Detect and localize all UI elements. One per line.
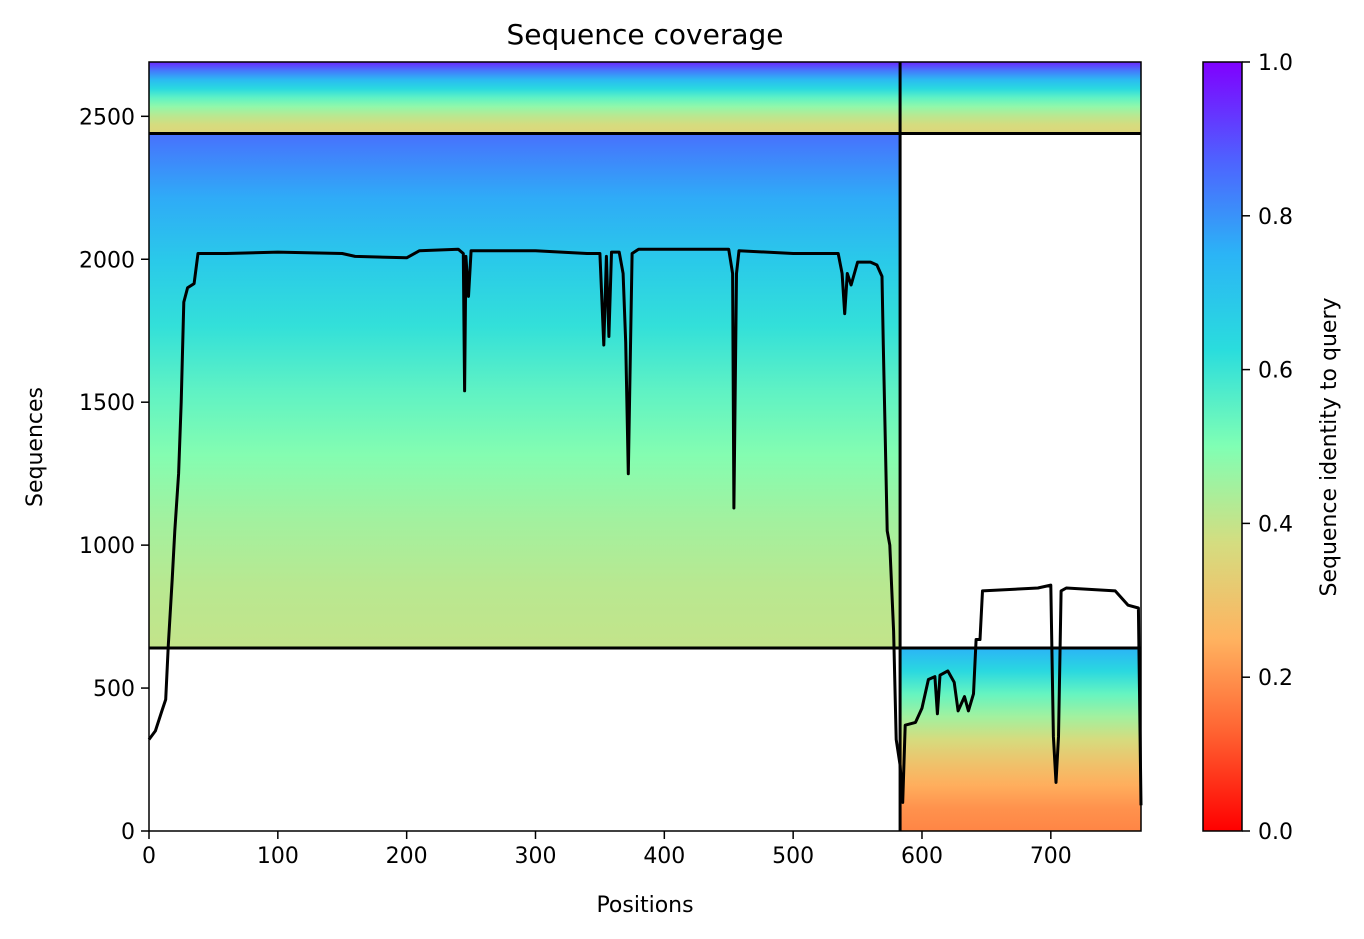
colorbar-tick-label: 0.0 <box>1258 820 1293 845</box>
colorbar-tick-label: 0.4 <box>1258 512 1293 537</box>
coverage-block <box>900 62 1141 134</box>
x-tick-label: 600 <box>901 844 943 869</box>
x-tick-label: 400 <box>643 844 685 869</box>
x-axis-label: Positions <box>596 893 693 918</box>
x-tick-label: 200 <box>386 844 428 869</box>
y-tick-label: 0 <box>121 820 135 845</box>
colorbar-tick-label: 1.0 <box>1258 51 1293 76</box>
y-tick-label: 2500 <box>79 105 135 130</box>
y-tick-label: 1500 <box>79 391 135 416</box>
colorbar-tick-label: 0.8 <box>1258 205 1293 230</box>
y-axis-label: Sequences <box>23 387 48 507</box>
y-tick-label: 1000 <box>79 534 135 559</box>
coverage-line <box>147 247 1143 806</box>
plot-frame <box>148 61 1142 832</box>
y-tick-label: 2000 <box>79 248 135 273</box>
x-tick-label: 700 <box>1030 844 1072 869</box>
chart-title: Sequence coverage <box>506 18 783 51</box>
colorbar-gradient <box>1202 61 1243 832</box>
coverage-block <box>149 133 901 649</box>
x-tick-label: 300 <box>514 844 556 869</box>
x-tick-label: 500 <box>772 844 814 869</box>
colorbar-tick-label: 0.2 <box>1258 666 1293 691</box>
x-tick-label: 0 <box>142 844 156 869</box>
colorbar-tick-label: 0.6 <box>1258 359 1293 384</box>
x-axis: 0 100 200 300 400 500 600 700 <box>142 831 1072 869</box>
x-tick-label: 100 <box>257 844 299 869</box>
coverage-block <box>149 62 901 134</box>
y-tick-label: 500 <box>93 677 135 702</box>
colorbar: 0.0 0.2 0.4 0.6 0.8 1.0 <box>1202 51 1293 845</box>
plot-area <box>147 61 1143 832</box>
y-axis: 0 500 1000 1500 2000 2500 <box>79 105 149 845</box>
coverage-block <box>900 648 1141 831</box>
colorbar-label: Sequence identity to query <box>1317 297 1342 596</box>
